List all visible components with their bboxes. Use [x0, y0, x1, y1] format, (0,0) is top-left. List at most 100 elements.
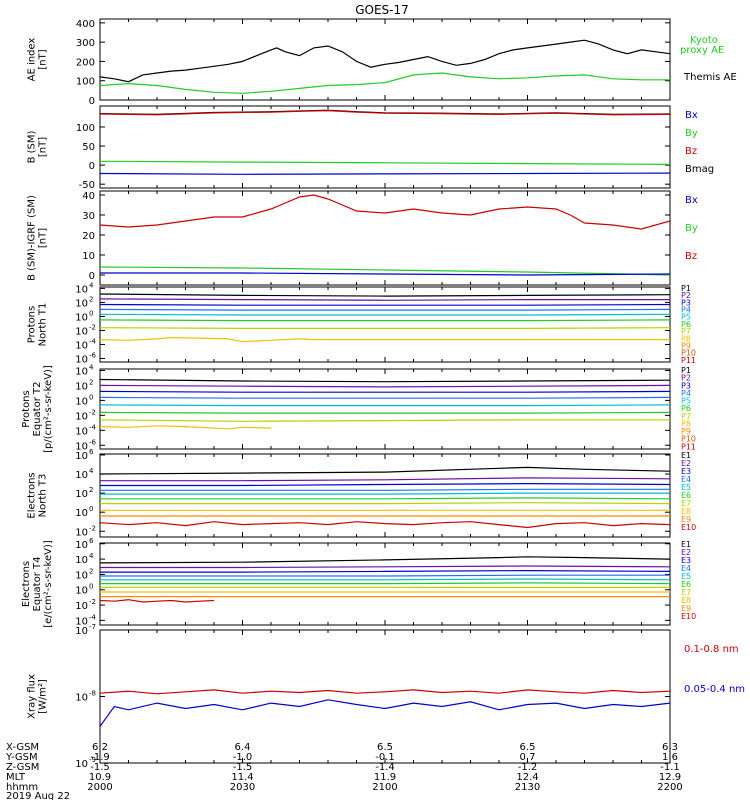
legend-entry: Bmag	[685, 164, 714, 175]
legend-entry: Bx	[685, 195, 698, 206]
series-line-p6	[100, 319, 670, 322]
series-line-kyoto-proxy-ae	[100, 72, 670, 94]
legend-entry: E6	[681, 580, 691, 589]
y-axis-label-line: Protons	[27, 306, 38, 343]
y-tick-exponent: 2	[89, 378, 93, 386]
series-line-p3	[100, 390, 670, 393]
time-row-value: -1.1	[660, 762, 680, 773]
series-line-p2	[100, 384, 670, 388]
legend-entry: P1	[681, 366, 691, 375]
series-line-e1	[100, 466, 670, 475]
series-line-e5	[100, 492, 670, 495]
y-tick-exponent: -4	[89, 613, 97, 621]
y-axis-label: Electrons North T3	[27, 472, 49, 518]
series-group	[100, 689, 670, 727]
y-tick-exponent: -9	[89, 756, 96, 764]
legend-entry: E1	[681, 451, 691, 460]
time-row-value: 2200	[657, 782, 682, 793]
legend-entry: P6	[681, 404, 691, 413]
y-tick-label: 10	[75, 540, 88, 551]
time-row-value: 11.4	[231, 772, 253, 783]
time-row-value: 11.9	[374, 772, 396, 783]
series-line-e2	[100, 565, 670, 569]
legend-entry: P5	[681, 397, 691, 406]
y-tick-label: 10	[75, 441, 88, 452]
time-row-label: X-GSM	[6, 742, 39, 753]
y-tick-label: 0	[89, 96, 95, 107]
legend-entry: 0.1-0.8 nm	[684, 644, 739, 655]
legend-entry: P8	[681, 419, 691, 428]
y-tick-label: 10	[75, 381, 88, 392]
legend-entry: E5	[681, 572, 691, 581]
legend-entry: E8	[681, 596, 691, 605]
y-tick-exponent: 6	[89, 448, 94, 456]
y-tick-label: 10	[75, 527, 88, 538]
y-tick-exponent: -4	[89, 423, 97, 431]
y-tick-label: 10	[75, 616, 88, 627]
series-group	[100, 378, 670, 430]
panel-frame	[99, 453, 671, 538]
legend-entry: E4	[681, 564, 691, 573]
y-axis-label-line: [nT]	[38, 137, 49, 157]
series-line-e10	[100, 599, 215, 603]
y-tick-label: 10	[75, 601, 88, 612]
series-line-p5	[100, 404, 670, 407]
series-line-p5	[100, 313, 670, 316]
time-row-value: 1.6	[662, 752, 678, 763]
legend-entry: E1	[681, 540, 691, 549]
y-tick-label: 10	[75, 366, 88, 377]
series-line-e2	[100, 477, 670, 482]
time-row-value: 2100	[372, 782, 397, 793]
series-line-p7	[100, 419, 670, 422]
panel-3: 0 10 20 30 40 B (SM)-IGRF (SM) [nT] Bx By Bz	[27, 190, 698, 286]
y-axis-label-line: Protons	[21, 390, 32, 427]
time-row-label: Z-GSM	[6, 762, 39, 773]
y-tick-label: 10	[75, 626, 88, 637]
y-tick-exponent: -6	[89, 438, 97, 446]
y-tick-exponent: -2	[89, 524, 96, 532]
y-tick-exponent: 4	[89, 281, 94, 289]
legend-entry: Themis AE	[683, 72, 737, 83]
time-row-value: -1.9	[90, 752, 110, 763]
y-axis-label: Protons Equator T2 [p/(cm²-s-sr-keV)]	[21, 365, 54, 453]
legend-entry: P10	[681, 435, 696, 444]
legend-entry: P4	[681, 389, 691, 398]
time-row-label: Y-GSM	[5, 752, 38, 763]
series-line-0-1-0-8-nm	[100, 689, 670, 695]
series-line-p8	[100, 336, 670, 343]
y-tick-label: 10	[75, 693, 88, 704]
y-tick-label: 40	[82, 191, 95, 202]
time-row-label: MLT	[6, 772, 26, 783]
y-tick-exponent: 0	[89, 393, 93, 401]
y-axis-label: Xray flux [W/m²]	[27, 674, 49, 719]
time-row-label: hhmm	[6, 782, 38, 793]
series-group	[100, 109, 670, 175]
legend-entry: P2	[681, 291, 691, 300]
y-axis-label-line: [nT]	[38, 49, 49, 69]
legend-entry: E4	[681, 475, 691, 484]
series-line-e1	[100, 556, 670, 564]
series-line-e3	[100, 569, 670, 573]
time-row-value: 2030	[230, 782, 255, 793]
time-row-value: 2000	[87, 782, 112, 793]
legend-entry: E7	[681, 499, 691, 508]
series-group	[100, 194, 670, 276]
time-row-value: 10.9	[89, 772, 111, 783]
legend-entry: proxy AE	[680, 45, 724, 56]
y-tick-exponent: 4	[89, 467, 94, 475]
y-tick-label: 10	[75, 451, 88, 462]
y-tick-exponent: -6	[89, 351, 97, 359]
time-row-value: -1.2	[518, 762, 538, 773]
legend-entry: Bx	[685, 110, 698, 121]
y-tick-exponent: 4	[89, 552, 94, 560]
y-tick-exponent: -2	[89, 598, 96, 606]
legend-entry: E5	[681, 483, 691, 492]
series-line-p8	[100, 425, 272, 430]
time-row-value: 2130	[515, 782, 540, 793]
